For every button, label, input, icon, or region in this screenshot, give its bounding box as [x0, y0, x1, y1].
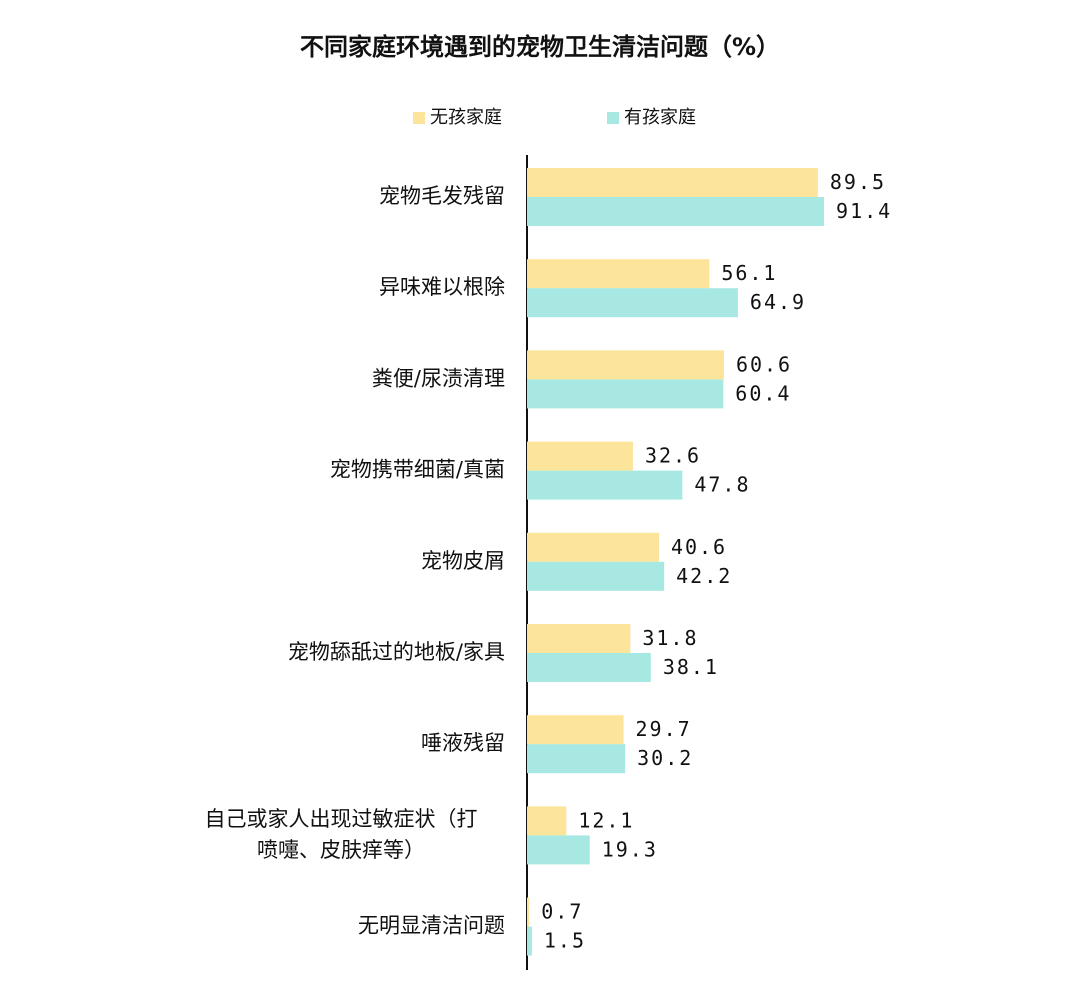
- value-label: 56.1: [721, 261, 777, 285]
- bar: [527, 168, 818, 197]
- bar: [527, 441, 633, 471]
- bar: [527, 288, 738, 318]
- category-label: 宠物携带细菌/真菌: [330, 458, 505, 482]
- value-label: 19.3: [602, 837, 658, 861]
- value-label: 60.4: [735, 381, 791, 405]
- bar: [527, 532, 659, 562]
- category-label: 粪便/尿渍清理: [372, 366, 505, 390]
- category-label: 唾液残留: [421, 731, 505, 755]
- value-label: 38.1: [663, 655, 719, 679]
- category-label: 宠物舔舐过的地板/家具: [288, 640, 505, 664]
- value-label: 40.6: [671, 535, 727, 559]
- value-label: 64.9: [750, 290, 806, 314]
- bar: [527, 197, 825, 226]
- bar: [527, 897, 530, 927]
- bar: [527, 561, 665, 591]
- value-label: 12.1: [578, 808, 634, 832]
- category-label: 无明显清洁问题: [358, 914, 505, 938]
- bar: [527, 379, 724, 409]
- value-label: 32.6: [645, 444, 701, 468]
- value-label: 91.4: [836, 199, 892, 223]
- legend-swatch: [607, 112, 619, 124]
- value-label: 89.5: [830, 170, 886, 194]
- category-label: 自己或家人出现过敏症状（打喷嚏、皮肤痒等）: [205, 807, 478, 862]
- category-label: 异味难以根除: [379, 275, 505, 299]
- bar: [527, 926, 532, 956]
- bar: [527, 653, 651, 682]
- chart-title: 不同家庭环境遇到的宠物卫生清洁问题（%）: [300, 33, 780, 61]
- bar: [527, 259, 710, 289]
- legend-swatch: [413, 112, 425, 124]
- value-label: 47.8: [694, 473, 750, 497]
- bar: [527, 744, 626, 774]
- value-label: 30.2: [637, 746, 693, 770]
- category-label: 宠物皮屑: [421, 549, 505, 573]
- legend-label: 有孩家庭: [624, 107, 696, 128]
- bar: [527, 624, 631, 653]
- bar: [527, 350, 724, 380]
- bar: [527, 470, 683, 500]
- value-label: 0.7: [541, 900, 583, 924]
- legend-label: 无孩家庭: [430, 107, 502, 128]
- value-label: 1.5: [544, 929, 586, 953]
- value-label: 31.8: [642, 626, 698, 650]
- value-label: 29.7: [636, 717, 692, 741]
- bar: [527, 806, 567, 836]
- value-label: 42.2: [676, 564, 732, 588]
- category-label: 宠物毛发残留: [379, 184, 505, 208]
- bar: [527, 715, 624, 745]
- value-label: 60.6: [736, 352, 792, 376]
- bar: [527, 835, 590, 865]
